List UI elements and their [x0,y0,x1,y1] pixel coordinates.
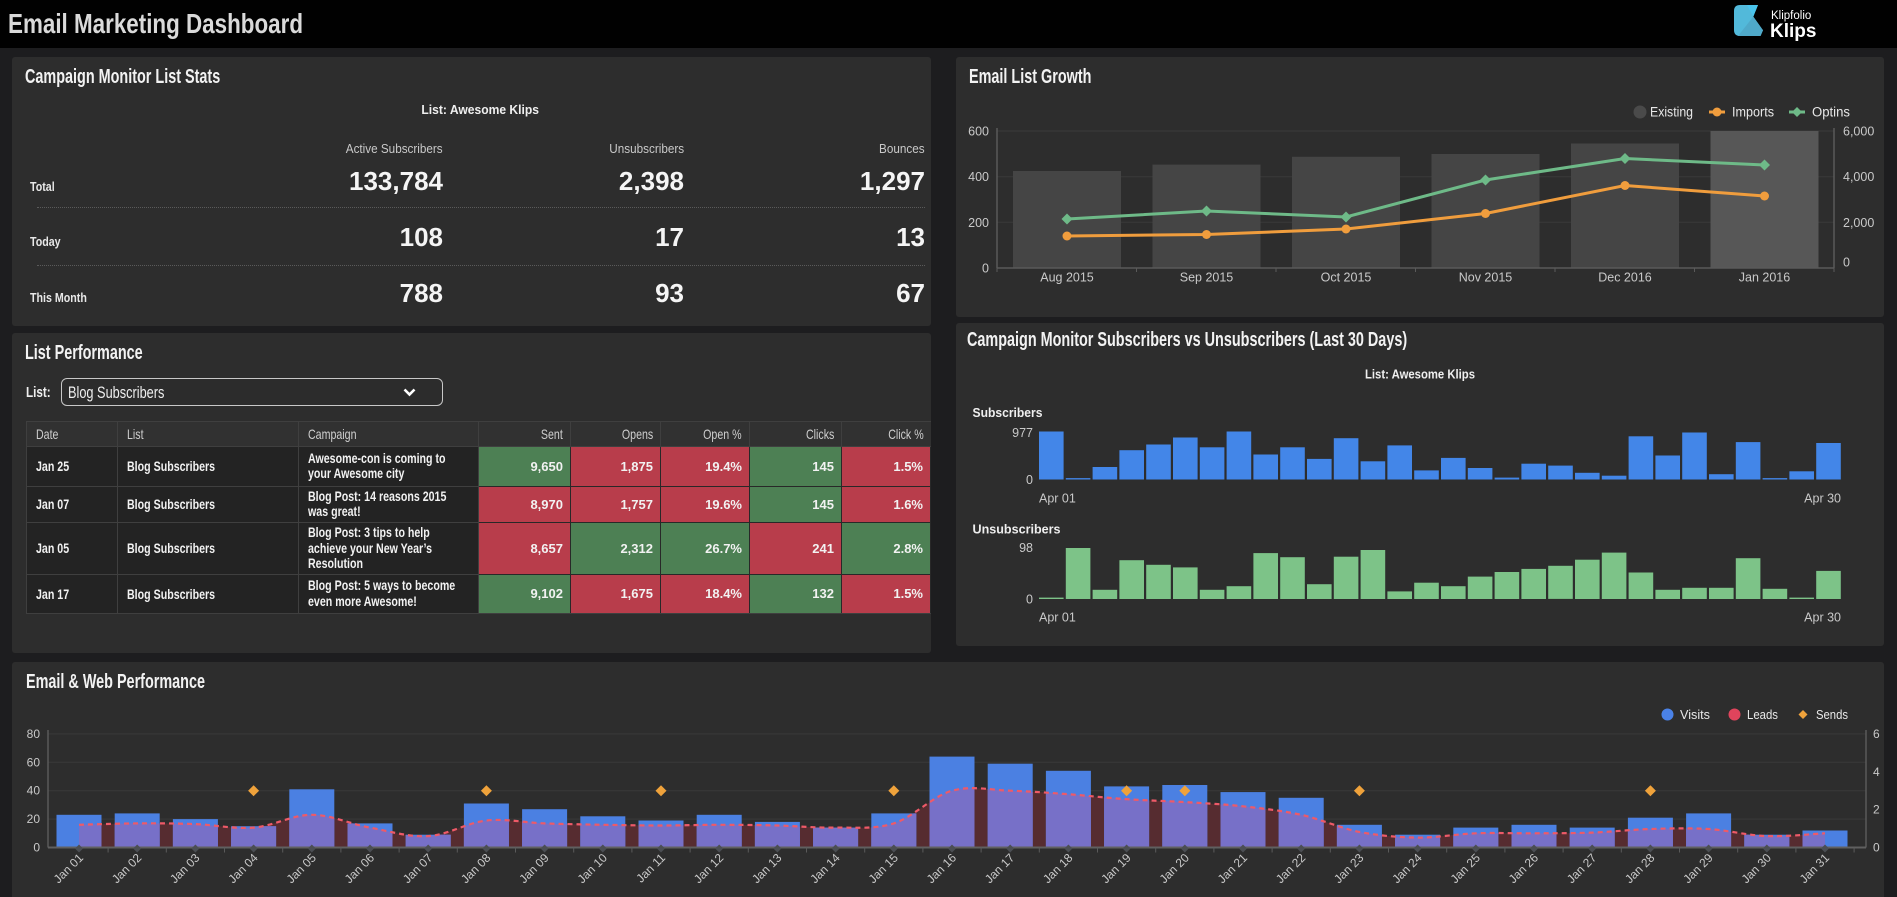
svg-text:60: 60 [27,755,41,769]
svg-text:Subscribers: Subscribers [973,405,1043,420]
svg-text:600: 600 [968,125,989,139]
svg-text:6,000: 6,000 [1843,125,1874,139]
svg-text:Jan 03: Jan 03 [167,850,203,886]
svg-text:Jan 13: Jan 13 [749,850,785,886]
svg-text:Jan 21: Jan 21 [1215,850,1251,886]
svg-text:0: 0 [33,841,40,855]
svg-text:Jan 06: Jan 06 [342,850,378,886]
svg-text:Jan 2016: Jan 2016 [1739,271,1790,285]
svg-text:Optins: Optins [1812,105,1850,120]
svg-text:4,000: 4,000 [1843,170,1874,184]
svg-text:Jan 29: Jan 29 [1680,850,1716,886]
svg-text:Jan 18: Jan 18 [1040,850,1076,886]
svg-text:2: 2 [1873,803,1880,817]
svg-text:Jan 07: Jan 07 [400,850,436,886]
svg-text:0: 0 [1026,473,1033,487]
svg-text:Jan 25: Jan 25 [1448,850,1484,886]
svg-text:200: 200 [968,216,989,230]
svg-text:977: 977 [1012,426,1033,440]
svg-text:Sends: Sends [1816,708,1848,722]
svg-text:400: 400 [968,170,989,184]
svg-text:Jan 04: Jan 04 [225,850,261,886]
svg-text:6: 6 [1873,727,1880,741]
svg-text:Jan 19: Jan 19 [1098,850,1134,886]
svg-text:Imports: Imports [1732,105,1774,120]
svg-text:Jan 11: Jan 11 [633,850,668,885]
svg-text:0: 0 [1026,593,1033,607]
svg-text:4: 4 [1873,765,1880,779]
svg-text:Visits: Visits [1680,708,1710,722]
svg-text:Jan 26: Jan 26 [1506,850,1542,886]
svg-text:Jan 16: Jan 16 [924,850,960,886]
svg-text:List: Awesome Klips: List: Awesome Klips [1365,367,1475,382]
svg-text:Apr 30: Apr 30 [1804,492,1841,506]
svg-text:Leads: Leads [1747,708,1778,722]
svg-text:Jan 01: Jan 01 [51,850,87,886]
svg-text:Existing: Existing [1650,105,1693,120]
svg-text:Oct 2015: Oct 2015 [1321,271,1372,285]
svg-text:0: 0 [1873,841,1880,855]
svg-text:Jan 22: Jan 22 [1273,850,1309,886]
svg-text:Klipfolio: Klipfolio [1771,10,1811,22]
svg-text:Sep 2015: Sep 2015 [1180,271,1234,285]
svg-text:Jan 20: Jan 20 [1157,850,1193,886]
svg-text:80: 80 [27,727,41,741]
svg-text:Jan 09: Jan 09 [516,850,552,886]
svg-text:40: 40 [27,784,41,798]
svg-text:Jan 14: Jan 14 [807,850,843,886]
svg-text:Jan 30: Jan 30 [1739,850,1775,886]
svg-text:Apr 01: Apr 01 [1039,611,1076,625]
svg-text:2,000: 2,000 [1843,216,1874,230]
svg-text:Jan 15: Jan 15 [866,850,902,886]
svg-text:Jan 27: Jan 27 [1564,850,1600,886]
svg-text:Jan 02: Jan 02 [109,850,145,886]
svg-text:Jan 24: Jan 24 [1389,850,1425,886]
svg-text:Jan 12: Jan 12 [691,850,727,886]
svg-text:Aug 2015: Aug 2015 [1040,271,1094,285]
svg-text:Jan 23: Jan 23 [1331,850,1367,886]
svg-text:20: 20 [27,812,41,826]
svg-text:Jan 08: Jan 08 [458,850,494,886]
svg-text:Nov 2015: Nov 2015 [1459,271,1513,285]
svg-text:Klips: Klips [1770,21,1816,42]
svg-text:Jan 05: Jan 05 [284,850,320,886]
svg-text:Unsubscribers: Unsubscribers [973,522,1061,537]
svg-text:Dec 2016: Dec 2016 [1598,271,1652,285]
svg-text:Jan 28: Jan 28 [1622,850,1658,886]
svg-text:0: 0 [982,262,989,276]
svg-text:0: 0 [1843,256,1850,270]
svg-text:Apr 01: Apr 01 [1039,492,1076,506]
svg-text:Jan 10: Jan 10 [575,850,611,886]
svg-text:Apr 30: Apr 30 [1804,611,1841,625]
svg-text:Jan 17: Jan 17 [982,850,1018,886]
svg-text:98: 98 [1019,541,1033,555]
svg-text:Jan 31: Jan 31 [1797,850,1833,886]
